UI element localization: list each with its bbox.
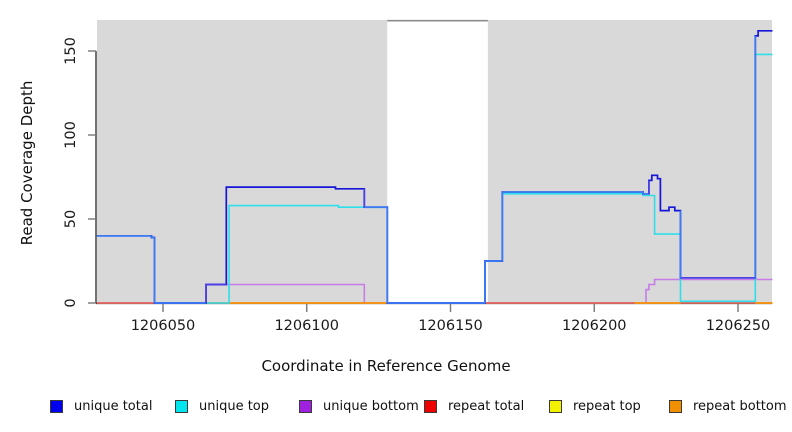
uncovered-region-band [387,20,488,303]
legend-swatch-repeat-bottom [669,399,682,413]
y-tick-label: 0 [63,298,79,307]
legend-label: repeat bottom [693,398,787,414]
legend-swatch-repeat-total [424,399,437,413]
chart-legend: unique total unique top unique bottom repea… [0,397,792,417]
y-tick-label: 50 [63,210,79,228]
legend-label: unique bottom [323,398,419,414]
legend-label: unique total [74,398,153,414]
legend-item-unique-total: unique total [50,397,152,415]
legend-item-unique-top: unique top [175,397,269,415]
x-tick-label: 1206050 [131,318,196,334]
legend-label: unique top [199,398,270,414]
legend-label: repeat top [573,398,641,414]
legend-item-repeat-bottom: repeat bottom [669,397,787,415]
legend-item-repeat-total: repeat total [424,397,524,415]
legend-item-unique-bottom: unique bottom [299,397,419,415]
x-tick-label: 1206200 [562,318,627,334]
y-tick-label: 100 [63,121,79,149]
x-tick-label: 1206250 [706,318,771,334]
y-axis-label: Read Coverage Depth [18,80,36,246]
x-axis-label: Coordinate in Reference Genome [261,357,511,375]
legend-swatch-unique-top [175,399,188,413]
y-tick-label: 150 [63,37,79,65]
x-tick-label: 1206150 [418,318,483,334]
legend-swatch-repeat-top [549,399,562,413]
legend-item-repeat-top: repeat top [549,397,641,415]
legend-swatch-unique-bottom [299,399,312,413]
x-tick-label: 1206100 [274,318,339,334]
legend-label: repeat total [448,398,525,414]
coverage-chart-canvas: 1206050 1206100 1206150 1206200 1206250 0 50 10… [63,19,773,334]
legend-swatch-unique-total [50,399,63,413]
